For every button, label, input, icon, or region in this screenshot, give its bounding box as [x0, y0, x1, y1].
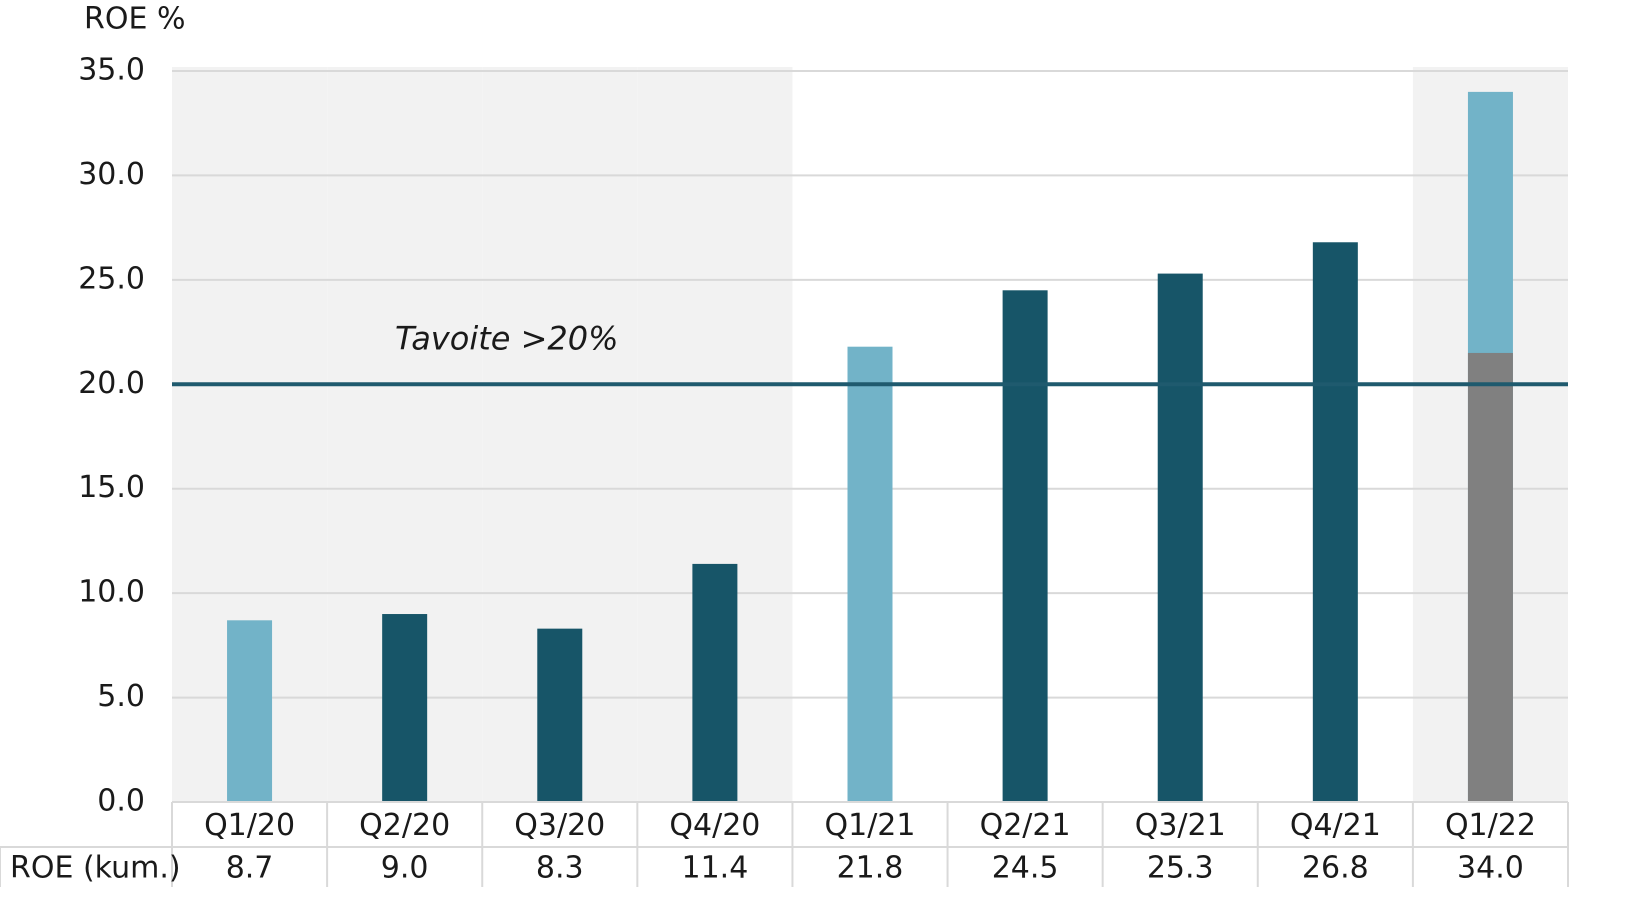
x-tick-label: Q4/21: [1290, 808, 1381, 843]
y-tick-label: 5.0: [97, 679, 145, 714]
bar: [227, 620, 273, 802]
table-value: 8.7: [226, 851, 274, 886]
bar: [847, 346, 893, 802]
y-axis-label: ROE %: [84, 2, 185, 37]
y-tick-label: 35.0: [78, 53, 145, 88]
y-tick-label: 10.0: [78, 575, 145, 610]
table-value: 8.3: [536, 851, 584, 886]
x-tick-label: Q1/21: [825, 808, 916, 843]
y-tick-label: 25.0: [78, 261, 145, 296]
y-tick-label: 0.0: [97, 784, 145, 819]
x-tick-label: Q1/20: [204, 808, 295, 843]
bar: [537, 628, 583, 802]
table-value: 11.4: [681, 851, 748, 886]
table-row-label: ROE (kum.): [10, 851, 181, 886]
x-tick-label: Q1/22: [1445, 808, 1536, 843]
table-value: 26.8: [1302, 851, 1369, 886]
table-value: 9.0: [381, 851, 429, 886]
table-value: 24.5: [992, 851, 1059, 886]
x-tick-label: Q2/20: [359, 808, 450, 843]
table-value: 25.3: [1147, 851, 1214, 886]
bar: [1002, 290, 1048, 802]
y-tick-label: 15.0: [78, 470, 145, 505]
x-tick-label: Q2/21: [980, 808, 1071, 843]
table-value: 21.8: [837, 851, 904, 886]
x-tick-label: Q3/20: [514, 808, 605, 843]
bar: [1312, 242, 1358, 802]
bar: [1157, 273, 1203, 802]
y-tick-label: 20.0: [78, 366, 145, 401]
bar: [1467, 352, 1513, 802]
target-label: Tavoite >20%: [395, 319, 619, 357]
bar: [382, 614, 428, 802]
bar: [692, 563, 738, 802]
table-value: 34.0: [1457, 851, 1524, 886]
x-tick-label: Q3/21: [1135, 808, 1226, 843]
y-tick-label: 30.0: [78, 157, 145, 192]
x-tick-label: Q4/20: [669, 808, 760, 843]
